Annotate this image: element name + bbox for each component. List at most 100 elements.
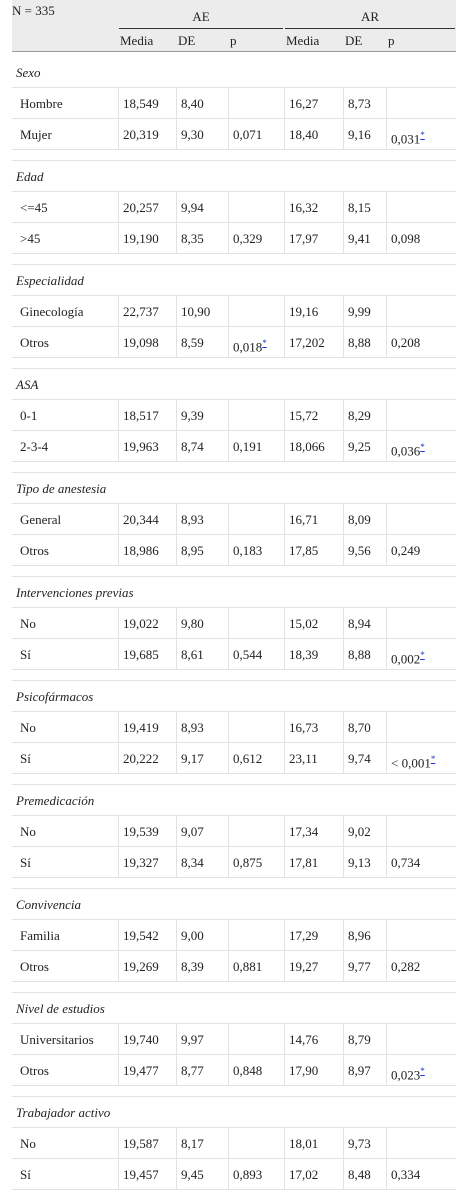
row-label: Otros	[20, 335, 49, 350]
cell-divider	[386, 1159, 387, 1190]
footnote-link[interactable]: *	[420, 1066, 425, 1076]
cell-divider	[343, 1055, 344, 1086]
footnote-link[interactable]: *	[420, 442, 425, 452]
row-label: No	[20, 616, 36, 631]
cell-divider	[284, 608, 285, 639]
cell-divider	[343, 296, 344, 327]
section-label: Especialidad	[16, 273, 84, 288]
cell-divider	[118, 1055, 119, 1086]
p-value-cell: 0,023*	[391, 1063, 425, 1083]
cell-value: 8,39	[181, 959, 204, 974]
footnote-link[interactable]: *	[430, 754, 436, 764]
cell-divider	[386, 88, 387, 119]
footnote-link[interactable]: *	[420, 130, 425, 140]
cell-value: 18,39	[289, 647, 319, 662]
section-label: Psicofármacos	[16, 689, 94, 704]
cell-divider	[118, 400, 119, 431]
cell-value: 8,17	[181, 1136, 204, 1151]
cell-value: 19,190	[123, 231, 159, 246]
cell-divider	[343, 608, 344, 639]
data-row	[12, 431, 456, 462]
footnote-link[interactable]: *	[262, 338, 267, 348]
row-label: 2-3-4	[20, 439, 49, 454]
cell-value: 19,542	[123, 928, 159, 943]
cell-divider	[386, 504, 387, 535]
section-row	[12, 681, 456, 712]
cell-divider	[176, 119, 177, 150]
cell-value: 8,59	[181, 335, 204, 350]
spacer-row	[12, 462, 456, 473]
row-label: Sí	[20, 647, 31, 662]
footnote-link[interactable]: *	[420, 650, 425, 660]
cell-divider	[386, 608, 387, 639]
cell-value: 8,94	[348, 616, 371, 631]
cell-divider	[228, 327, 229, 358]
cell-divider	[176, 88, 177, 119]
cell-value: 0,544	[233, 647, 263, 662]
cell-value: 19,685	[123, 647, 159, 662]
cell-value: 19,27	[289, 959, 319, 974]
cell-divider	[176, 431, 177, 462]
cell-divider	[386, 535, 387, 566]
cell-divider	[386, 296, 387, 327]
data-row	[12, 639, 456, 670]
cell-divider	[176, 535, 177, 566]
cell-value: 9,39	[181, 408, 204, 423]
data-row	[12, 920, 456, 951]
footnote-ref: *	[431, 753, 436, 765]
cell-value: 9,02	[348, 824, 371, 839]
cell-divider	[176, 223, 177, 254]
cell-value: 17,34	[289, 824, 319, 839]
section-label: Sexo	[16, 65, 41, 80]
cell-value: 20,257	[123, 200, 159, 215]
cell-value: 9,80	[181, 616, 204, 631]
cell-value: 18,40	[289, 127, 319, 142]
data-row	[12, 816, 456, 847]
cell-value: 0,071	[233, 127, 263, 142]
spacer-row	[12, 358, 456, 369]
data-row	[12, 951, 456, 982]
cell-value: 22,737	[123, 304, 159, 319]
cell-value: 9,16	[348, 127, 371, 142]
cell-divider	[386, 119, 387, 150]
spacer-row	[12, 982, 456, 993]
cell-value: 19,539	[123, 824, 159, 839]
column-label: Media	[286, 33, 320, 48]
spacer-row	[12, 1086, 456, 1097]
cell-divider	[386, 951, 387, 982]
cell-divider	[343, 119, 344, 150]
data-row	[12, 1159, 456, 1190]
cell-divider	[176, 951, 177, 982]
cell-divider	[118, 639, 119, 670]
cell-divider	[228, 400, 229, 431]
cell-divider	[118, 192, 119, 223]
cell-divider	[228, 88, 229, 119]
cell-divider	[176, 847, 177, 878]
cell-divider	[386, 192, 387, 223]
cell-divider	[228, 1128, 229, 1159]
cell-value: 18,01	[289, 1136, 319, 1151]
cell-divider	[118, 951, 119, 982]
cell-value: 0,875	[233, 855, 263, 870]
cell-value: 8,48	[348, 1167, 371, 1182]
cell-divider	[118, 816, 119, 847]
cell-divider	[386, 431, 387, 462]
cell-value: 19,587	[123, 1136, 159, 1151]
header-background	[12, 0, 456, 52]
section-label: Tipo de anestesia	[16, 481, 107, 496]
section-label: ASA	[16, 377, 39, 392]
cell-divider	[343, 847, 344, 878]
cell-value: 17,85	[289, 543, 319, 558]
row-label: No	[20, 720, 36, 735]
row-label: 0-1	[20, 408, 38, 423]
section-row	[12, 265, 456, 296]
cell-divider	[176, 920, 177, 951]
cell-divider	[176, 1128, 177, 1159]
cell-value: 17,202	[289, 335, 325, 350]
cell-value: 17,90	[289, 1063, 319, 1078]
cell-divider	[228, 504, 229, 535]
spacer-row	[12, 670, 456, 681]
cell-divider	[228, 296, 229, 327]
cell-value: 0,183	[233, 543, 263, 558]
cell-value: 17,02	[289, 1167, 319, 1182]
